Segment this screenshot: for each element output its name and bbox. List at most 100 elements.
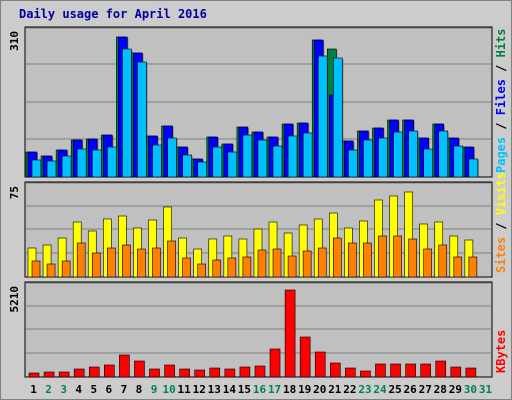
sites-visits-bar-sites-day-5 xyxy=(91,252,101,278)
x-tick-label-day-19: 19 xyxy=(298,383,311,396)
x-tick-label-day-29: 29 xyxy=(449,383,462,396)
x-tick-label-day-14: 14 xyxy=(223,383,237,396)
x-tick-label-day-9: 9 xyxy=(151,383,158,396)
x-tick-label-day-23: 23 xyxy=(358,383,371,396)
pages-files-hits-bar-pages-day-26 xyxy=(408,130,418,178)
x-tick-label-day-30: 30 xyxy=(464,383,477,396)
kbytes-bar-kbytes-day-8 xyxy=(134,360,145,378)
kbytes-bar-kbytes-day-22 xyxy=(345,367,356,378)
sites-visits-bar-sites-day-25 xyxy=(393,235,402,278)
x-tick-label-day-25: 25 xyxy=(388,383,401,396)
sites-visits-bar-sites-day-28 xyxy=(438,244,448,278)
pages-files-hits-bar-pages-day-18 xyxy=(287,135,298,178)
kbytes-bar-kbytes-day-29 xyxy=(450,366,462,378)
kbytes-legend-label: KBytes xyxy=(494,330,508,373)
x-tick-label-day-7: 7 xyxy=(121,383,128,396)
pages-files-hits-bar-pages-day-3 xyxy=(61,155,72,178)
pages-files-hits-bar-pages-day-16 xyxy=(257,139,268,178)
pages-files-hits-bar-pages-day-13 xyxy=(212,146,223,178)
x-tick-label-day-21: 21 xyxy=(328,383,342,396)
kbytes-bar-kbytes-day-3 xyxy=(58,371,70,378)
pages-files-hits-bar-pages-day-17 xyxy=(272,145,283,178)
kbytes-bar-kbytes-day-17 xyxy=(269,348,281,378)
sites-visits-bar-sites-day-19 xyxy=(302,250,312,278)
pages-files-hits-bar-pages-day-25 xyxy=(393,131,403,178)
x-tick-label-day-16: 16 xyxy=(253,383,267,396)
pages-files-hits-bar-pages-day-23 xyxy=(363,139,373,178)
pages-files-hits-bar-pages-day-5 xyxy=(91,149,102,178)
x-tick-label-day-17: 17 xyxy=(268,383,281,396)
kbytes-bar-kbytes-day-9 xyxy=(149,368,160,378)
sites-visits-bar-sites-day-6 xyxy=(107,247,116,278)
pages-files-hits-bar-pages-day-19 xyxy=(302,132,313,178)
sites-visits-bar-sites-day-30 xyxy=(468,256,478,278)
sites-visits-bar-sites-day-20 xyxy=(317,247,327,278)
pages-files-hits-bar-pages-day-27 xyxy=(423,148,433,178)
pages-files-hits-bar-pages-day-20 xyxy=(317,55,328,178)
sites-visits-bar-sites-day-4 xyxy=(76,242,86,278)
x-tick-label-day-8: 8 xyxy=(136,383,143,396)
pages-files-hits-bar-pages-day-28 xyxy=(438,130,449,178)
kbytes-bar-kbytes-day-24 xyxy=(375,363,386,378)
sites-visits-legend-label: Sites / Visits xyxy=(494,172,508,273)
pages-files-hits-bar-pages-day-1 xyxy=(31,159,42,178)
pages-files-hits-legend-part-3: / xyxy=(494,57,508,79)
kbytes-bar-kbytes-day-13 xyxy=(209,367,221,378)
sites-visits-bar-sites-day-29 xyxy=(453,256,463,278)
sites-visits-bar-sites-day-14 xyxy=(227,257,237,278)
x-tick-label-day-28: 28 xyxy=(434,383,447,396)
sites-visits-bar-sites-day-27 xyxy=(423,248,432,278)
sites-visits-bar-sites-day-16 xyxy=(257,249,267,278)
pages-files-hits-legend-part-2: Files xyxy=(494,79,508,115)
pages-files-hits-bar-pages-day-14 xyxy=(227,151,238,178)
x-tick-label-day-1: 1 xyxy=(30,383,37,396)
kbytes-bar-kbytes-day-6 xyxy=(104,364,115,378)
pages-files-hits-bar-pages-day-11 xyxy=(182,154,192,178)
sites-visits-bar-sites-day-17 xyxy=(272,248,282,278)
pages-files-hits-bar-pages-day-6 xyxy=(107,146,117,178)
kbytes-bar-kbytes-day-7 xyxy=(119,354,130,378)
x-tick-label-day-6: 6 xyxy=(106,383,113,396)
sites-visits-bar-sites-day-11 xyxy=(182,257,191,278)
sites-visits-bar-sites-day-22 xyxy=(348,242,357,278)
kbytes-bar-kbytes-day-2 xyxy=(43,371,55,378)
kbytes-bar-kbytes-day-28 xyxy=(435,360,447,378)
x-tick-label-day-20: 20 xyxy=(313,383,326,396)
pages-files-hits-legend-part-1: / xyxy=(494,115,508,137)
sites-visits-bar-sites-day-9 xyxy=(152,247,161,278)
chart-title: Daily usage for April 2016 xyxy=(19,7,207,21)
x-tick-label-day-26: 26 xyxy=(404,383,418,396)
kbytes-bar-kbytes-day-25 xyxy=(390,363,401,378)
sites-visits-legend-part-0: Sites xyxy=(494,237,508,273)
pages-files-hits-ymax-label: 310 xyxy=(8,31,21,51)
kbytes-bar-kbytes-day-23 xyxy=(360,370,371,378)
sites-visits-bar-sites-day-3 xyxy=(61,260,71,278)
kbytes-bar-kbytes-day-11 xyxy=(179,368,190,378)
x-tick-label-day-31: 31 xyxy=(479,383,493,396)
sites-visits-bar-sites-day-1 xyxy=(31,260,41,278)
pages-files-hits-bar-pages-day-7 xyxy=(122,48,132,178)
sites-visits-legend-part-1: / xyxy=(494,215,508,237)
sites-visits-bar-sites-day-13 xyxy=(212,259,222,278)
pages-files-hits-bar-pages-day-29 xyxy=(453,145,464,178)
sites-visits-bar-sites-day-18 xyxy=(287,255,297,278)
x-tick-label-day-4: 4 xyxy=(75,383,82,396)
kbytes-bar-kbytes-day-18 xyxy=(284,289,296,378)
pages-files-hits-bar-pages-day-22 xyxy=(348,149,358,178)
pages-files-hits-bar-pages-day-15 xyxy=(242,134,253,178)
x-tick-label-day-22: 22 xyxy=(343,383,356,396)
x-tick-label-day-13: 13 xyxy=(208,383,221,396)
sites-visits-bar-sites-day-23 xyxy=(363,242,372,278)
sites-visits-bar-sites-day-15 xyxy=(242,256,252,278)
pages-files-hits-bar-pages-day-9 xyxy=(152,144,162,178)
x-tick-label-day-5: 5 xyxy=(90,383,97,396)
pages-files-hits-bar-pages-day-30 xyxy=(468,158,479,178)
kbytes-ymax-label: 5210 xyxy=(8,286,21,313)
sites-visits-bar-sites-day-21 xyxy=(332,237,342,278)
kbytes-bar-kbytes-day-26 xyxy=(405,363,416,378)
x-tick-label-day-11: 11 xyxy=(178,383,192,396)
x-tick-label-day-2: 2 xyxy=(45,383,52,396)
sites-visits-bar-sites-day-8 xyxy=(137,248,146,278)
x-tick-label-day-24: 24 xyxy=(373,383,387,396)
kbytes-bar-kbytes-day-21 xyxy=(329,362,341,378)
